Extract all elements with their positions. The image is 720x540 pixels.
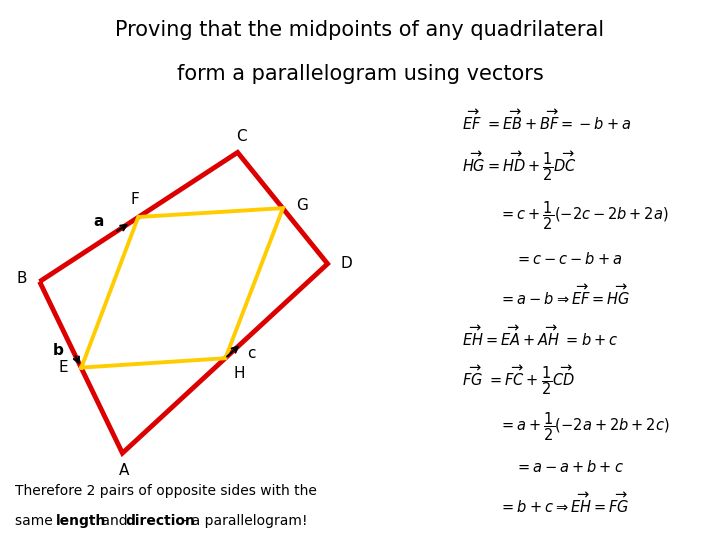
Text: $\overrightarrow{FG}\ =\overrightarrow{FC}+\dfrac{1}{2}\overrightarrow{CD}$: $\overrightarrow{FG}\ =\overrightarrow{F… xyxy=(462,363,575,396)
Text: length: length xyxy=(56,514,107,528)
Text: F: F xyxy=(130,192,139,207)
Text: $\overrightarrow{EH}=\overrightarrow{EA}+\overrightarrow{AH}\ =b+c$: $\overrightarrow{EH}=\overrightarrow{EA}… xyxy=(462,325,618,349)
Text: form a parallelogram using vectors: form a parallelogram using vectors xyxy=(176,64,544,84)
Text: $\overrightarrow{EF}\ =\overrightarrow{EB}+\overrightarrow{BF}=-b+a$: $\overrightarrow{EF}\ =\overrightarrow{E… xyxy=(462,109,631,133)
Text: Proving that the midpoints of any quadrilateral: Proving that the midpoints of any quadri… xyxy=(115,20,605,40)
Text: $\overrightarrow{HG}=\overrightarrow{HD}+\dfrac{1}{2}\overrightarrow{DC}$: $\overrightarrow{HG}=\overrightarrow{HD}… xyxy=(462,149,577,183)
Text: B: B xyxy=(16,272,27,286)
Text: and: and xyxy=(96,514,132,528)
Text: A: A xyxy=(119,463,129,478)
Text: c: c xyxy=(247,346,256,361)
Text: a: a xyxy=(94,214,104,230)
Text: $=c+\dfrac{1}{2}(-2c-2b+2a)$: $=c+\dfrac{1}{2}(-2c-2b+2a)$ xyxy=(499,199,669,232)
Text: E: E xyxy=(59,360,68,375)
Text: direction: direction xyxy=(125,514,195,528)
Text: $=a-b\Rightarrow\overrightarrow{EF}=\overrightarrow{HG}$: $=a-b\Rightarrow\overrightarrow{EF}=\ove… xyxy=(499,284,631,308)
Text: b: b xyxy=(53,343,63,359)
Text: D: D xyxy=(341,256,352,271)
Text: Therefore 2 pairs of opposite sides with the: Therefore 2 pairs of opposite sides with… xyxy=(15,484,317,498)
Text: $=a+\dfrac{1}{2}(-2a+2b+2c)$: $=a+\dfrac{1}{2}(-2a+2b+2c)$ xyxy=(499,410,670,443)
Text: $=a-a+b+c$: $=a-a+b+c$ xyxy=(515,460,624,475)
Text: $=c-c-b+a$: $=c-c-b+a$ xyxy=(515,251,622,267)
Text: H: H xyxy=(234,366,246,381)
Text: $=b+c\Rightarrow\overrightarrow{EH}=\overrightarrow{FG}$: $=b+c\Rightarrow\overrightarrow{EH}=\ove… xyxy=(499,491,630,516)
Text: C: C xyxy=(236,129,246,144)
Text: G: G xyxy=(296,198,307,213)
Text: - a parallelogram!: - a parallelogram! xyxy=(178,514,307,528)
Text: same: same xyxy=(15,514,57,528)
